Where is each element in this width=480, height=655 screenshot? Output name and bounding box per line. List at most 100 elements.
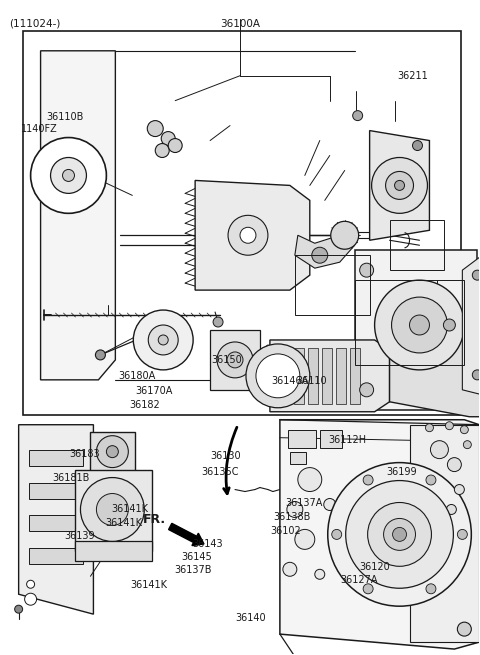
Bar (336, 348, 346, 403)
Polygon shape (41, 51, 115, 380)
Text: 36180A: 36180A (118, 371, 155, 381)
Text: 36143: 36143 (192, 538, 223, 549)
Circle shape (283, 563, 297, 576)
Text: 36110: 36110 (297, 376, 327, 386)
Polygon shape (19, 424, 94, 614)
Circle shape (298, 468, 322, 491)
Bar (29, 515, 84, 531)
Circle shape (431, 441, 448, 458)
Circle shape (24, 593, 36, 605)
Circle shape (315, 569, 325, 579)
Circle shape (158, 335, 168, 345)
Circle shape (161, 132, 175, 145)
Bar (294, 348, 304, 403)
Circle shape (372, 157, 428, 214)
Circle shape (360, 263, 373, 277)
Circle shape (96, 436, 128, 468)
Circle shape (426, 475, 436, 485)
Text: 36140: 36140 (235, 613, 266, 623)
Circle shape (353, 111, 363, 121)
Circle shape (392, 297, 447, 353)
Text: 36135C: 36135C (202, 468, 239, 477)
Bar (295, 255, 370, 315)
Circle shape (363, 475, 373, 485)
Circle shape (133, 310, 193, 370)
Circle shape (363, 584, 373, 594)
Circle shape (15, 605, 23, 613)
Circle shape (96, 493, 128, 525)
Circle shape (368, 502, 432, 567)
Circle shape (256, 354, 300, 398)
Text: 36150: 36150 (211, 355, 242, 365)
Text: 36139: 36139 (64, 531, 95, 542)
Circle shape (447, 458, 461, 472)
Text: 36183: 36183 (69, 449, 100, 458)
Text: FR.: FR. (144, 513, 167, 526)
Bar (322, 348, 332, 403)
Circle shape (457, 622, 471, 636)
Circle shape (246, 344, 310, 408)
Text: (111024-): (111024-) (9, 19, 60, 29)
Polygon shape (210, 330, 260, 390)
Polygon shape (195, 180, 310, 290)
Text: 36141K: 36141K (130, 580, 167, 590)
Circle shape (147, 121, 163, 136)
FancyArrow shape (168, 523, 204, 546)
Circle shape (107, 445, 119, 458)
Text: 36120: 36120 (360, 561, 390, 572)
Circle shape (168, 139, 182, 153)
Text: 1140FZ: 1140FZ (21, 124, 58, 134)
Circle shape (409, 315, 430, 335)
Circle shape (393, 527, 407, 542)
Circle shape (324, 498, 336, 510)
Text: 36141K: 36141K (112, 504, 149, 514)
Circle shape (331, 221, 359, 249)
Polygon shape (409, 424, 480, 642)
Circle shape (472, 370, 480, 380)
Text: 36141K: 36141K (105, 518, 142, 529)
Text: 36211: 36211 (397, 71, 428, 81)
Bar (29, 483, 84, 498)
Polygon shape (370, 130, 430, 240)
Bar (308, 348, 318, 403)
Text: 36130: 36130 (210, 451, 241, 461)
Polygon shape (90, 432, 135, 472)
Circle shape (426, 584, 436, 594)
Text: 36146A: 36146A (271, 376, 308, 386)
Polygon shape (270, 340, 390, 412)
Circle shape (213, 317, 223, 327)
Polygon shape (390, 315, 480, 417)
Bar (23, 31, 461, 415)
Circle shape (227, 352, 243, 368)
Text: 36127A: 36127A (340, 575, 378, 586)
Circle shape (148, 325, 178, 355)
Circle shape (444, 319, 456, 331)
Circle shape (446, 504, 456, 514)
Circle shape (472, 270, 480, 280)
Bar (320, 430, 342, 447)
Circle shape (81, 477, 144, 542)
Text: 36138B: 36138B (274, 512, 311, 522)
Circle shape (457, 529, 468, 539)
Bar (350, 348, 360, 403)
Circle shape (26, 580, 35, 588)
Circle shape (155, 143, 169, 157)
Circle shape (374, 280, 464, 370)
Polygon shape (75, 542, 152, 561)
Circle shape (395, 180, 405, 191)
Bar (355, 280, 464, 365)
Bar (280, 348, 290, 403)
Circle shape (287, 502, 303, 517)
Circle shape (62, 170, 74, 181)
Polygon shape (462, 255, 480, 395)
Text: 36137B: 36137B (174, 565, 212, 576)
Bar (288, 430, 316, 447)
Circle shape (332, 529, 342, 539)
Bar (29, 449, 84, 466)
Circle shape (460, 426, 468, 434)
Text: 36199: 36199 (386, 468, 417, 477)
Text: 36102: 36102 (270, 526, 301, 536)
Polygon shape (355, 250, 477, 410)
Circle shape (463, 441, 471, 449)
Circle shape (217, 342, 253, 378)
